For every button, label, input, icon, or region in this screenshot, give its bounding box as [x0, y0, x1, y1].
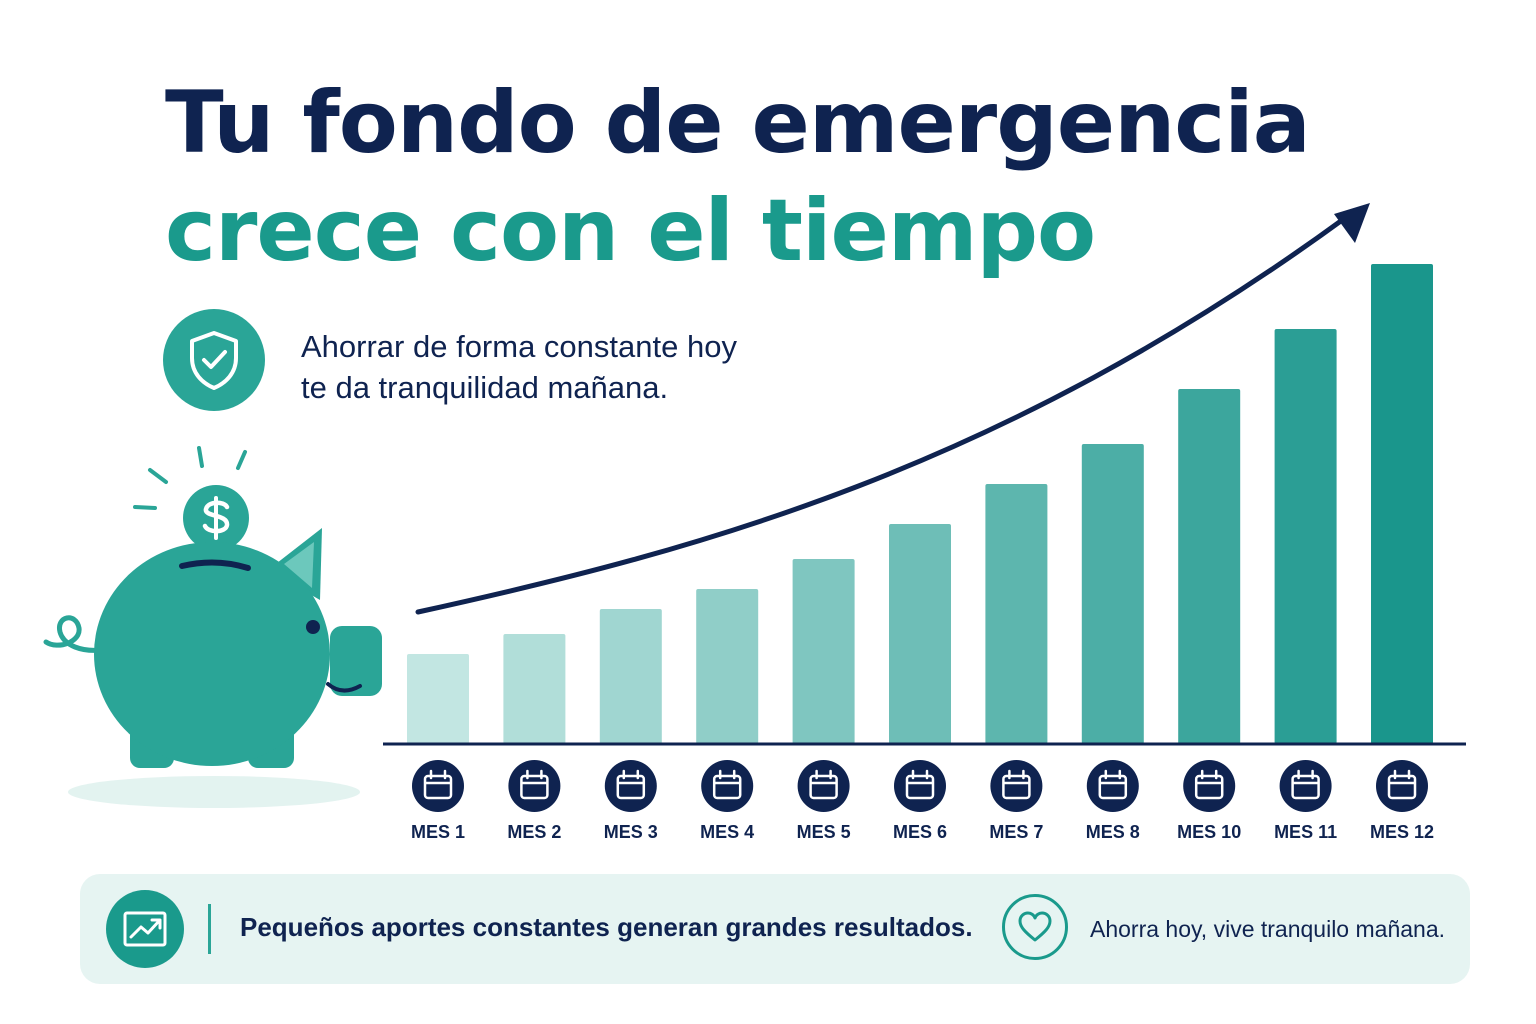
calendar-icon	[797, 760, 850, 812]
subtitle-line-1: Ahorrar de forma constante hoy	[301, 329, 737, 364]
bar-8	[1081, 444, 1144, 744]
x-tick-label: MES 2	[507, 822, 561, 842]
calendar-icon	[894, 760, 946, 812]
bar-7	[985, 484, 1048, 744]
bar-5	[792, 559, 855, 744]
bar-3	[599, 609, 662, 744]
page-title: Tu fondo de emergencia crece con el tiem…	[165, 70, 1311, 285]
x-tick-label: MES 8	[1086, 822, 1140, 842]
bar-10	[1274, 329, 1337, 744]
x-tick-label: MES 12	[1370, 822, 1434, 842]
calendar-icon	[1279, 760, 1332, 812]
x-tick-label: MES 11	[1274, 822, 1337, 842]
heart-icon	[1002, 894, 1068, 960]
footer-tagline: Ahorra hoy, vive tranquilo mañana.	[1090, 916, 1445, 942]
calendar-icon	[1183, 760, 1236, 812]
divider	[208, 904, 211, 954]
title-line-2: crece con el tiempo	[165, 180, 1096, 281]
calendar-icon	[604, 760, 657, 812]
x-tick-label: MES 10	[1177, 822, 1241, 842]
x-tick-label: MES 3	[604, 822, 658, 842]
x-tick-label: MES 7	[989, 822, 1043, 842]
shield-check-icon	[163, 309, 265, 411]
calendar-icon	[701, 760, 754, 812]
calendar-icon	[508, 760, 561, 812]
piggy-bank-icon	[30, 440, 390, 820]
calendar-icon	[412, 760, 464, 812]
bar-2	[503, 634, 566, 744]
x-tick-label: MES 5	[797, 822, 851, 842]
subtitle-line-2: te da tranquilidad mañana.	[301, 370, 669, 406]
footer-banner: Pequeños aportes constantes generan gran…	[80, 874, 1470, 984]
bar-1	[407, 654, 469, 744]
bar-6	[889, 524, 951, 744]
calendar-icon	[1086, 760, 1139, 812]
growth-arrow-head	[1334, 203, 1370, 243]
title-line-1: Tu fondo de emergencia	[165, 73, 1311, 173]
x-tick-label: MES 1	[411, 822, 465, 842]
bar-4	[696, 589, 759, 744]
calendar-icon	[1376, 760, 1428, 812]
bar-11	[1371, 264, 1433, 744]
footer-message: Pequeños aportes constantes generan gran…	[240, 912, 973, 942]
calendar-icon	[990, 760, 1043, 812]
bar-9	[1178, 389, 1241, 744]
subtitle: Ahorrar de forma constante hoy te da tra…	[301, 326, 737, 408]
x-tick-label: MES 6	[893, 822, 947, 842]
trend-up-icon	[106, 890, 184, 968]
x-tick-label: MES 4	[700, 822, 754, 842]
